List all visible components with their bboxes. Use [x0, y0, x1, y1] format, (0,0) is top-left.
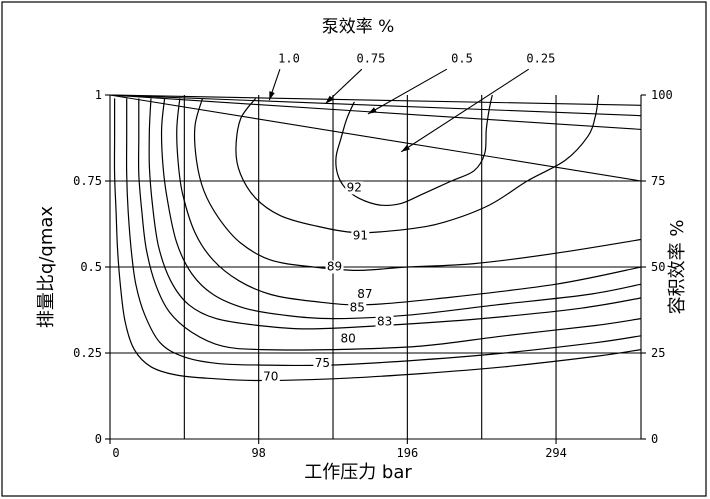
curve-label-bg: [375, 315, 394, 329]
volumetric-leader-line: [367, 68, 448, 115]
efficiency-curve-label: 80: [341, 332, 356, 346]
efficiency-curve-label: 92: [347, 180, 362, 194]
y-axis-label: 排量比q/qmax: [36, 206, 57, 328]
volumetric-label: 0.5: [451, 51, 473, 65]
efficiency-curve-label: 89: [327, 259, 342, 273]
x-tick-label: 294: [545, 446, 567, 460]
y-tick-label: 1: [95, 88, 102, 102]
arrow-head: [401, 144, 411, 152]
arrow-head: [325, 95, 334, 104]
y-tick-label: 0.5: [80, 260, 102, 274]
curve-label-bg: [348, 301, 367, 315]
efficiency-curve-label: 83: [377, 314, 392, 328]
efficiency-curve-label: 91: [353, 228, 368, 242]
efficiency-curve-label: 70: [263, 370, 278, 384]
y-tick-label: 0.75: [73, 174, 102, 188]
efficiency-curve: [125, 98, 642, 367]
efficiency-curve: [176, 98, 642, 306]
volumetric-leader-line: [400, 68, 530, 153]
y2-tick-label: 100: [651, 88, 673, 102]
efficiency-curve: [137, 98, 642, 351]
volumetric-line: [109, 94, 642, 106]
plot-area: 0 98 196 294 0 0.25 0.5 0.75 1 0 25 50 75 100 92 91 89 87…: [73, 51, 673, 460]
efficiency-curve: [193, 98, 642, 272]
y2-axis-label: 容积效率 %: [667, 220, 688, 315]
y-tick-label: 0.25: [73, 346, 102, 360]
efficiency-curve: [160, 98, 642, 320]
x-axis-label: 工作压力 bar: [304, 462, 412, 483]
volumetric-label: 1.0: [278, 51, 300, 65]
chart-title: 泵效率 %: [322, 17, 395, 37]
curve-label-bg: [313, 356, 332, 370]
efficiency-curve: [335, 94, 493, 207]
y2-tick-label: 50: [651, 260, 665, 274]
efficiency-curve-label: 75: [315, 356, 330, 370]
x-tick-label: 0: [112, 446, 119, 460]
curve-label-bg: [355, 287, 374, 301]
curve-label-bg: [345, 181, 364, 195]
curve-label-bg: [339, 332, 358, 346]
arrow-head: [367, 107, 377, 114]
curve-label-bg: [325, 260, 344, 274]
volumetric-label: 0.75: [356, 51, 385, 65]
efficiency-curve-label: 87: [357, 287, 372, 301]
curve-label-bg: [261, 370, 280, 384]
x-tick-label: 98: [251, 446, 265, 460]
efficiency-curve: [113, 98, 642, 382]
y2-tick-label: 75: [651, 174, 665, 188]
curve-label-bg: [351, 229, 370, 243]
y2-tick-label: 25: [651, 346, 665, 360]
arrow-head: [269, 91, 275, 101]
y2-tick-label: 0: [651, 432, 658, 446]
efficiency-curve-label: 85: [350, 301, 365, 315]
volumetric-line: [109, 94, 642, 182]
x-tick-label: 196: [397, 446, 419, 460]
y-tick-label: 0: [95, 432, 102, 446]
volumetric-line: [109, 94, 642, 117]
efficiency-curve: [235, 94, 600, 234]
volumetric-label: 0.25: [526, 51, 555, 65]
efficiency-curve: [148, 98, 642, 330]
